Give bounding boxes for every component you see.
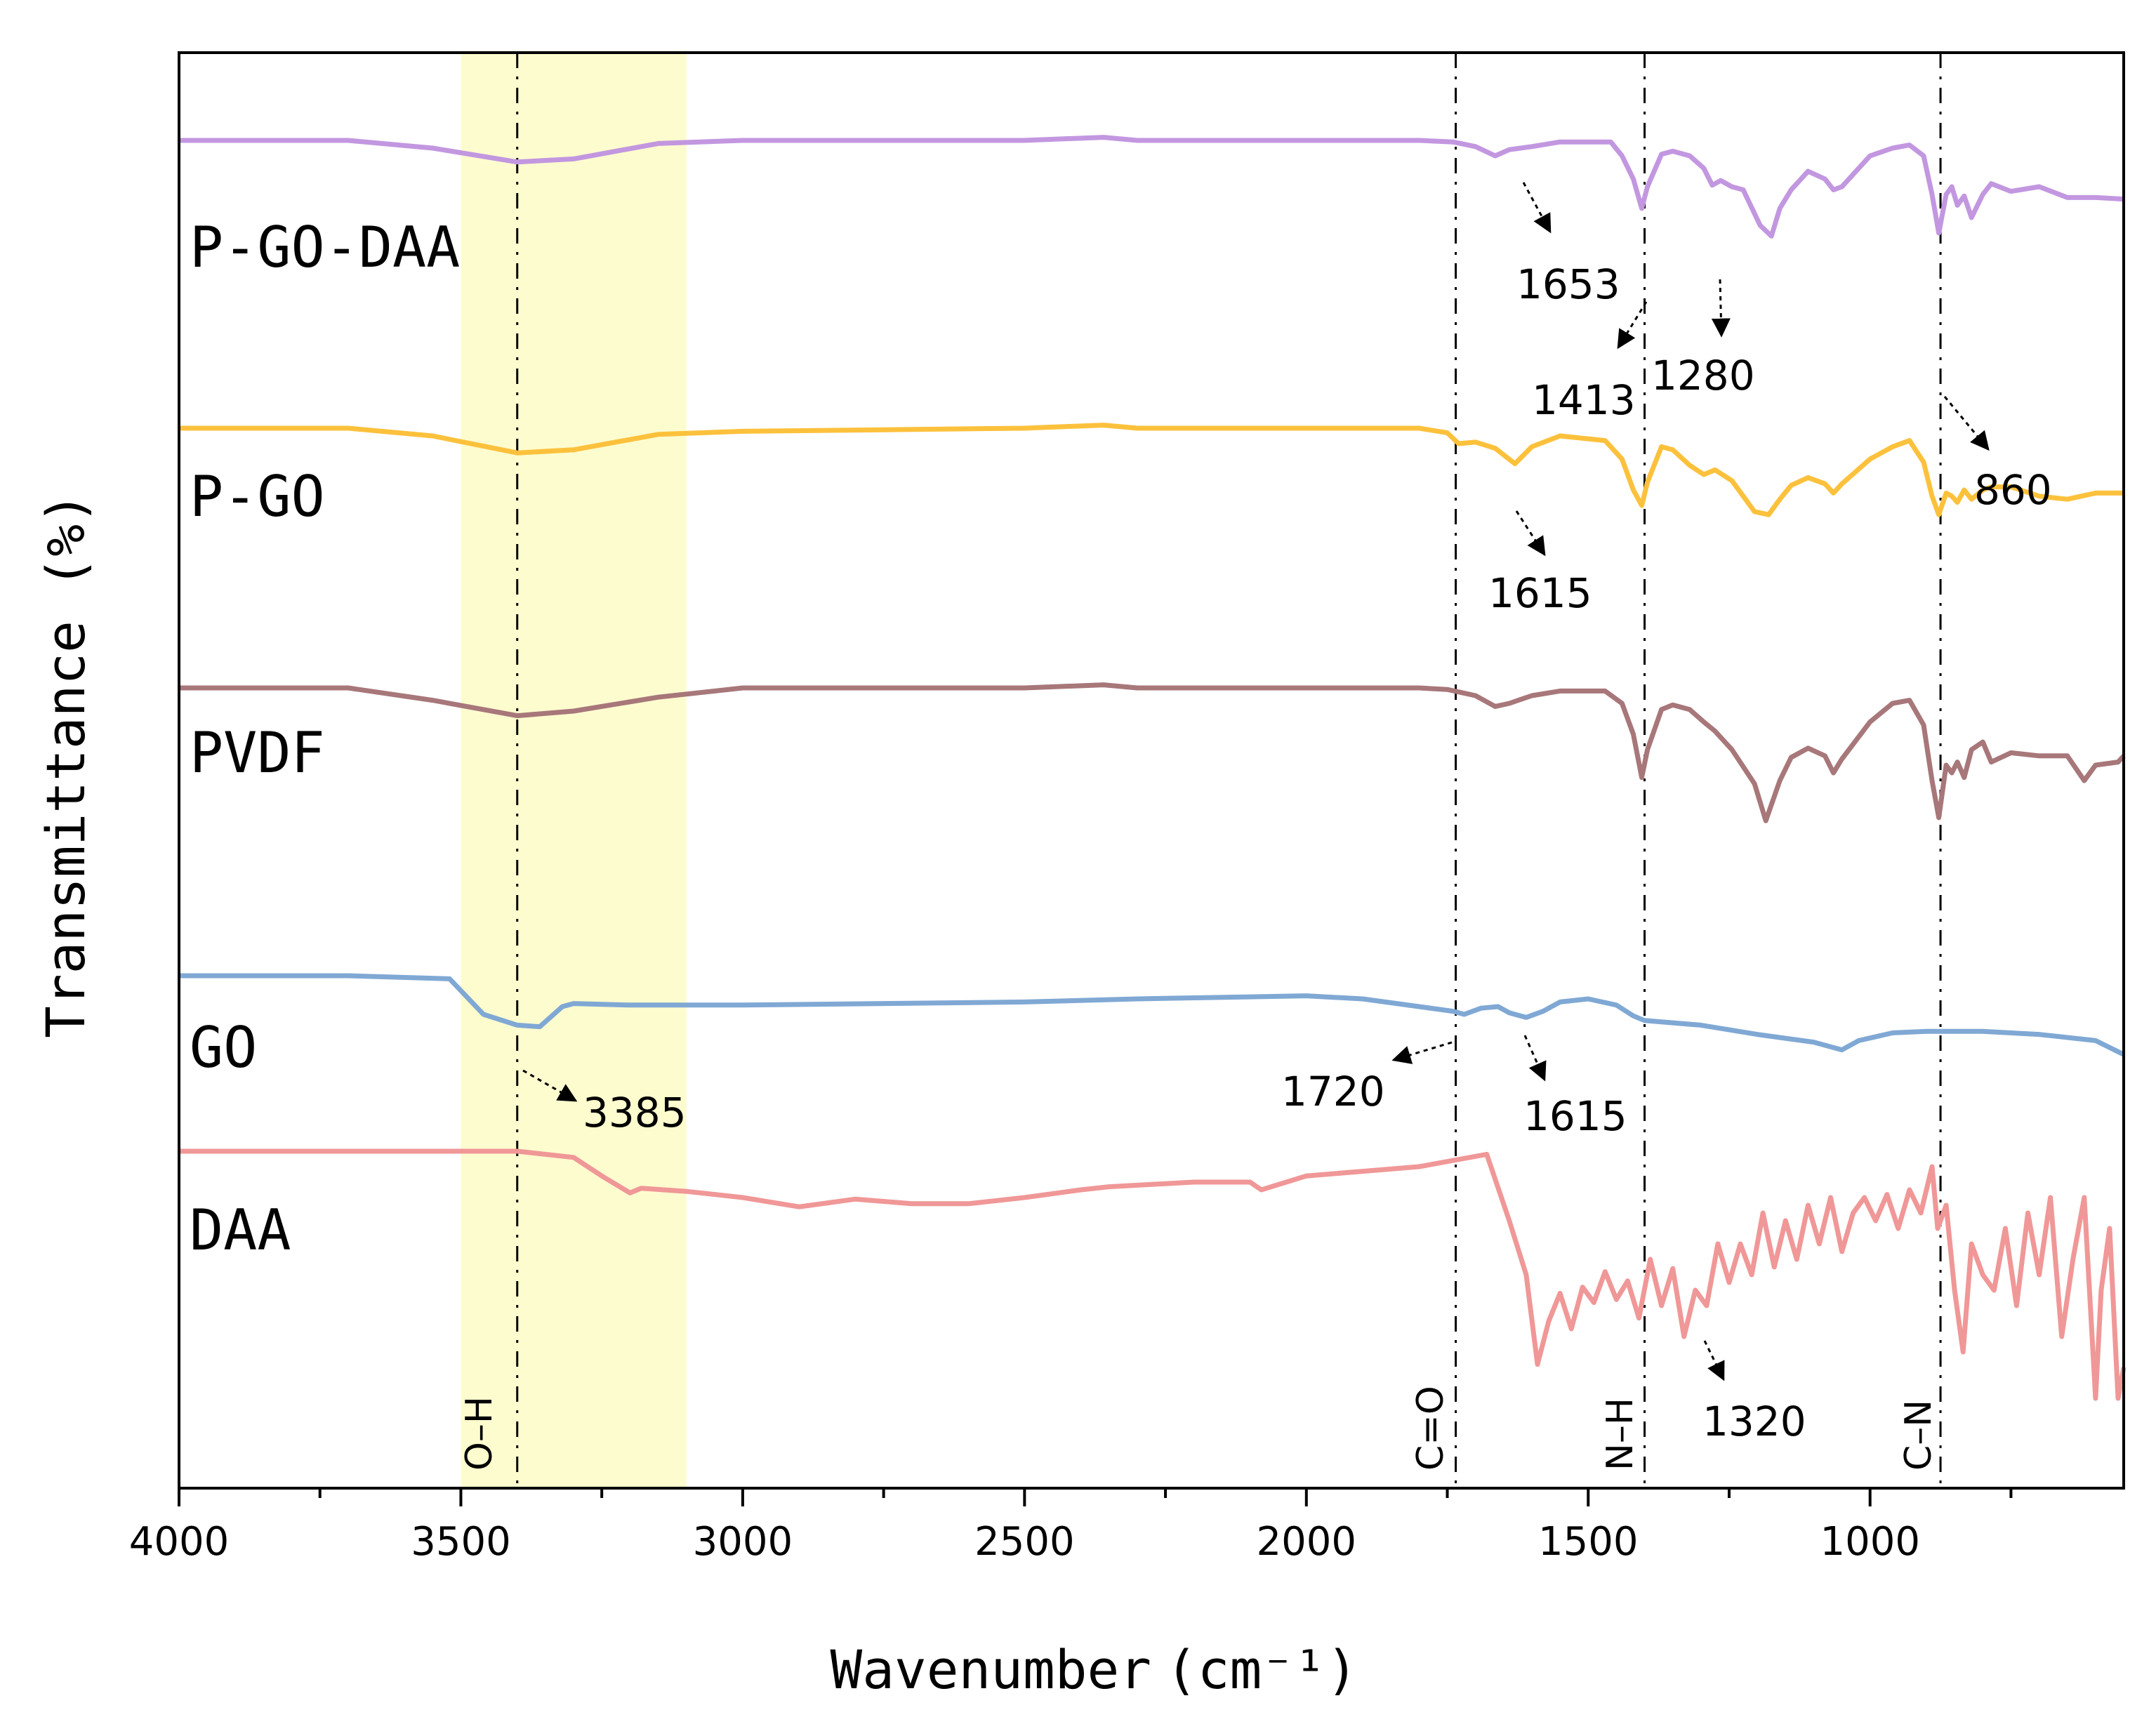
tick-label-2000: 2000 bbox=[1257, 1519, 1357, 1565]
y-axis-title: Transmittance (%) bbox=[34, 492, 97, 1038]
annotation-arrow-1615-pgo bbox=[1515, 510, 1546, 557]
annotation-arrow-1280 bbox=[1711, 279, 1731, 338]
annotation-label-1720: 1720 bbox=[1281, 1068, 1385, 1115]
annotation-860: 860 bbox=[1943, 396, 2052, 514]
series-line-p-go bbox=[179, 423, 2124, 517]
annotation-1413: 1413 bbox=[1532, 301, 1648, 424]
series-line-go bbox=[179, 973, 2125, 1057]
tick-label-1500: 1500 bbox=[1538, 1519, 1639, 1565]
series-label-p-go-daa: P-GO-DAA bbox=[190, 215, 460, 280]
annotation-label-1280: 1280 bbox=[1651, 352, 1755, 399]
annotation-1280: 1280 bbox=[1651, 279, 1755, 399]
series-line-p-go-daa bbox=[179, 135, 2124, 239]
annotation-1653: 1653 bbox=[1516, 182, 1620, 308]
annotation-1615-pgo: 1615 bbox=[1488, 510, 1592, 617]
annotation-label-1615-pgo: 1615 bbox=[1488, 569, 1592, 617]
bond-label-cn: C–N bbox=[1898, 1400, 1940, 1471]
annotation-arrow-3385 bbox=[522, 1069, 578, 1102]
plot-frame bbox=[178, 51, 2125, 1490]
x-axis-title: Wavenumber bbox=[830, 1638, 1151, 1701]
bond-label-co: C=O bbox=[1410, 1386, 1452, 1471]
x-axis-ticks bbox=[178, 1488, 2013, 1506]
tick-label-1000: 1000 bbox=[1820, 1519, 1920, 1565]
highlight-band-oh bbox=[461, 53, 687, 1488]
annotation-label-1653: 1653 bbox=[1516, 260, 1620, 308]
bond-label-oh: O–H bbox=[458, 1396, 501, 1471]
annotation-arrow-1615-go bbox=[1523, 1035, 1547, 1082]
annotation-arrow-860 bbox=[1943, 396, 1990, 451]
bond-label-nh: N–H bbox=[1599, 1398, 1641, 1471]
annotation-arrow-1320 bbox=[1703, 1340, 1725, 1381]
series-label-go: GO bbox=[190, 1015, 257, 1080]
annotation-1320: 1320 bbox=[1702, 1340, 1806, 1445]
series-line-daa bbox=[179, 1148, 2127, 1401]
tick-label-3500: 3500 bbox=[411, 1519, 511, 1565]
annotation-arrow-1413 bbox=[1617, 301, 1648, 350]
annotation-3385: 3385 bbox=[522, 1069, 687, 1136]
series-line-pvdf bbox=[179, 682, 2126, 823]
annotation-1720: 1720 bbox=[1281, 1041, 1453, 1115]
annotation-arrow-1653 bbox=[1522, 182, 1552, 234]
annotation-label-1413: 1413 bbox=[1532, 376, 1636, 424]
annotation-arrow-1720 bbox=[1391, 1041, 1453, 1064]
series-label-p-go: P-GO bbox=[190, 464, 325, 529]
tick-label-3000: 3000 bbox=[693, 1519, 793, 1565]
annotation-label-860: 860 bbox=[1974, 466, 2052, 514]
annotation-label-3385: 3385 bbox=[583, 1089, 687, 1136]
tick-label-2500: 2500 bbox=[974, 1519, 1075, 1565]
series-label-pvdf: PVDF bbox=[190, 720, 325, 785]
annotation-label-1320: 1320 bbox=[1702, 1398, 1806, 1445]
annotation-1615-go: 1615 bbox=[1523, 1035, 1627, 1140]
x-axis-unit: (cm⁻¹) bbox=[1165, 1638, 1358, 1701]
annotation-label-1615-go: 1615 bbox=[1523, 1092, 1627, 1140]
series-label-daa: DAA bbox=[190, 1198, 291, 1263]
tick-label-4000: 4000 bbox=[129, 1519, 230, 1565]
